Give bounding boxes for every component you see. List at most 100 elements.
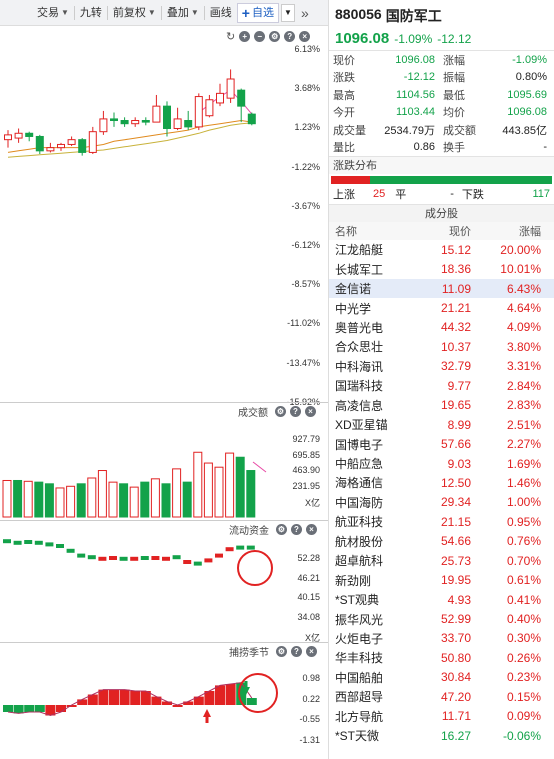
component-stock-row[interactable]: 中科海讯 32.79 3.31% bbox=[329, 357, 554, 376]
component-stock-row[interactable]: *ST天微 16.27 -0.06% bbox=[329, 726, 554, 745]
stock-change: 0.26% bbox=[506, 650, 541, 665]
column-header-name[interactable]: 名称 bbox=[335, 226, 357, 238]
help-icon[interactable]: ? bbox=[284, 31, 296, 42]
component-stock-row[interactable]: 航材股份 54.66 0.76% bbox=[329, 532, 554, 551]
catch-bar bbox=[87, 694, 98, 705]
stock-name: 国博电子 bbox=[335, 437, 384, 452]
component-stock-row[interactable]: 海格通信 12.50 1.46% bbox=[329, 473, 554, 492]
component-stock-row[interactable]: 新劲刚 19.95 0.61% bbox=[329, 570, 554, 589]
y-axis-tick-label: 3.68% bbox=[294, 83, 320, 94]
component-stock-row[interactable]: 中光学 21.21 4.64% bbox=[329, 298, 554, 317]
volume-bar bbox=[246, 470, 256, 518]
help-icon[interactable]: ? bbox=[291, 524, 302, 535]
more-tools-button[interactable]: » bbox=[301, 5, 309, 21]
gear-icon[interactable]: ⚙ bbox=[275, 406, 286, 417]
candle-body bbox=[163, 105, 171, 129]
close-icon[interactable]: × bbox=[299, 31, 311, 42]
components-header: 名称 现价 涨幅 bbox=[329, 222, 554, 240]
close-icon[interactable]: × bbox=[306, 646, 317, 657]
column-header-price[interactable]: 现价 bbox=[449, 226, 471, 238]
gear-icon[interactable]: ⚙ bbox=[269, 31, 281, 42]
double-chevron-right-icon: » bbox=[300, 4, 309, 21]
component-stock-row[interactable]: 江龙船艇 15.12 20.00% bbox=[329, 240, 554, 259]
quote-header: 880056 国防军工 1096.08 -1.09% -12.12 bbox=[329, 0, 554, 50]
component-stock-row[interactable]: *ST观典 4.93 0.41% bbox=[329, 590, 554, 609]
component-stock-row[interactable]: 振华风光 52.99 0.40% bbox=[329, 609, 554, 628]
component-stock-row[interactable]: 奥普光电 44.32 4.09% bbox=[329, 318, 554, 337]
component-stock-row[interactable]: 中船应急 9.03 1.69% bbox=[329, 454, 554, 473]
flow-bar bbox=[56, 544, 64, 548]
stock-name: 中国船舶 bbox=[335, 670, 384, 685]
stock-price: 29.34 bbox=[440, 495, 471, 510]
component-stock-row[interactable]: 国博电子 57.66 2.27% bbox=[329, 434, 554, 453]
watchlist-dropdown-button[interactable]: ▼ bbox=[280, 3, 295, 22]
component-stock-row[interactable]: 长城军工 18.36 10.01% bbox=[329, 259, 554, 278]
quote-panel: 880056 国防军工 1096.08 -1.09% -12.12 现价 1096… bbox=[328, 0, 554, 759]
quote-stats-grid: 现价 1096.08 涨幅 -1.09% 涨跌 -12.12 振幅 0.80% 最高 1104.5… bbox=[329, 50, 554, 156]
catch-bar bbox=[13, 705, 24, 714]
component-stock-row[interactable]: 金信诺 11.09 6.43% bbox=[329, 278, 554, 299]
toolbar-draw-button[interactable]: 画线 bbox=[205, 3, 237, 23]
volume-bar bbox=[66, 485, 76, 518]
component-stock-row[interactable]: 超卓航科 25.73 0.70% bbox=[329, 551, 554, 570]
stock-change: 0.23% bbox=[506, 670, 541, 685]
component-stock-row[interactable]: 中国海防 29.34 1.00% bbox=[329, 493, 554, 512]
stock-name: 金信诺 bbox=[335, 282, 372, 297]
close-icon[interactable]: × bbox=[306, 524, 317, 535]
toolbar-overlay-menu[interactable]: 叠加 ▼ bbox=[162, 3, 204, 23]
close-icon[interactable]: × bbox=[305, 406, 316, 417]
component-stock-row[interactable]: XD亚星锚 8.99 2.51% bbox=[329, 415, 554, 434]
volume-bar bbox=[44, 483, 54, 518]
add-watchlist-button[interactable]: + 自选 bbox=[236, 2, 279, 23]
toolbar-trade-menu[interactable]: 交易 ▼ bbox=[32, 3, 74, 23]
gear-icon[interactable]: ⚙ bbox=[276, 646, 287, 657]
toolbar-adjust-menu[interactable]: 前复权 ▼ bbox=[108, 3, 161, 23]
catch-bar bbox=[34, 705, 45, 712]
highlight-circle bbox=[238, 673, 278, 713]
help-icon[interactable]: ? bbox=[290, 406, 301, 417]
component-stock-row[interactable]: 航亚科技 21.15 0.95% bbox=[329, 512, 554, 531]
component-stock-row[interactable]: 中国船舶 30.84 0.23% bbox=[329, 668, 554, 687]
catch-bar bbox=[130, 691, 141, 705]
toolbar-jiuzhuan-button[interactable]: 九转 bbox=[75, 3, 107, 23]
flow-bar bbox=[130, 556, 139, 561]
candle-body bbox=[67, 139, 76, 145]
zoom-in-icon[interactable]: + bbox=[239, 31, 251, 42]
stat-value: 1096.08 bbox=[395, 53, 435, 66]
help-icon[interactable]: ? bbox=[291, 646, 302, 657]
zoom-out-icon[interactable]: − bbox=[254, 31, 266, 42]
flat-count: - bbox=[450, 188, 454, 200]
y-axis-tick-label: 0.98 bbox=[302, 673, 320, 683]
component-stock-row[interactable]: 合众思壮 10.37 3.80% bbox=[329, 337, 554, 356]
quote-stat-row: 最高 1104.56 最低 1095.69 bbox=[329, 86, 554, 104]
column-header-change[interactable]: 涨幅 bbox=[519, 226, 541, 238]
component-stock-row[interactable]: 国瑞科技 9.77 2.84% bbox=[329, 376, 554, 395]
component-stock-row[interactable]: 高凌信息 19.65 2.83% bbox=[329, 396, 554, 415]
catch-panel-title: 捕捞季节 bbox=[229, 648, 269, 659]
component-stock-row[interactable]: 西部超导 47.20 0.15% bbox=[329, 687, 554, 706]
component-stock-row[interactable]: 华丰科技 50.80 0.26% bbox=[329, 648, 554, 667]
catch-bar bbox=[236, 682, 247, 705]
stock-price: 19.95 bbox=[440, 573, 471, 588]
catch-bar bbox=[98, 689, 109, 705]
refresh-icon[interactable]: ↻ bbox=[226, 31, 236, 43]
stock-change: 0.41% bbox=[506, 592, 541, 607]
candle-body bbox=[35, 135, 44, 152]
volume-bar bbox=[97, 470, 107, 518]
gear-icon[interactable]: ⚙ bbox=[276, 524, 287, 535]
stock-price: 12.50 bbox=[440, 475, 471, 490]
stock-change: 20.00% bbox=[500, 242, 541, 257]
component-stock-row[interactable]: 火炬电子 33.70 0.30% bbox=[329, 629, 554, 648]
y-axis-tick-label: -0.55 bbox=[299, 714, 320, 724]
component-stock-row[interactable]: 北方导航 11.71 0.09% bbox=[329, 707, 554, 726]
catch-bar bbox=[3, 705, 13, 712]
distribution-title: 涨跌分布 bbox=[329, 156, 554, 174]
stat-label: 今开 bbox=[333, 107, 355, 120]
distribution-bar bbox=[331, 176, 552, 184]
flow-bar bbox=[215, 553, 223, 558]
stat-label: 现价 bbox=[333, 54, 355, 67]
toolbar-divider bbox=[73, 5, 75, 20]
catch-bar bbox=[246, 698, 257, 705]
y-axis-tick-label: -6.12% bbox=[291, 240, 320, 250]
stat-label: 均价 bbox=[443, 107, 465, 120]
